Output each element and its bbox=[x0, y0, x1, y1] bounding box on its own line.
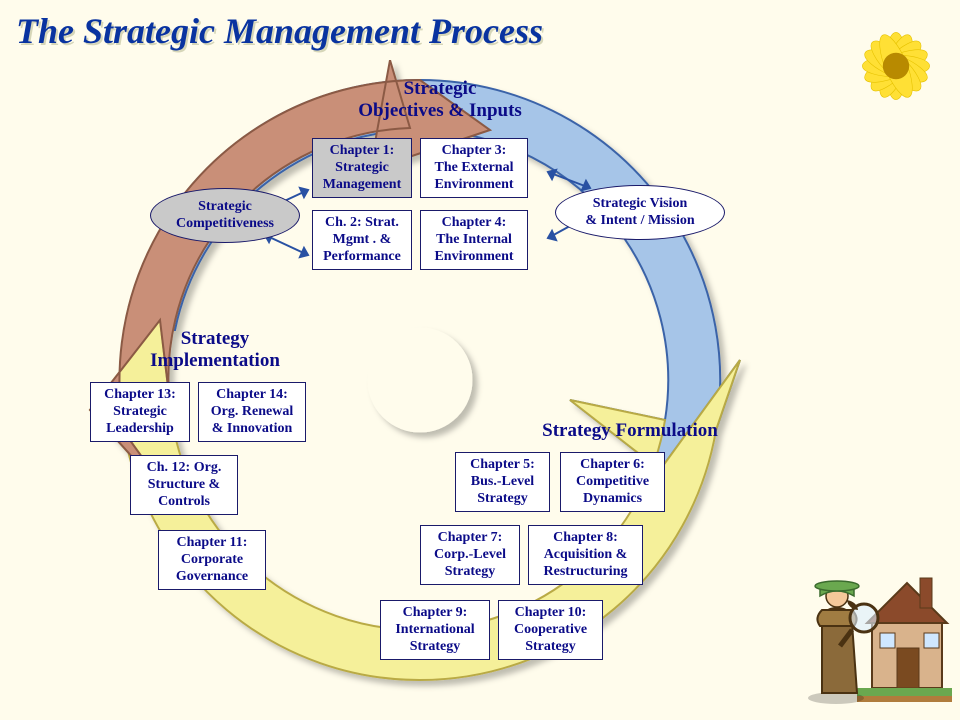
label-implementation: StrategyImplementation bbox=[130, 328, 300, 372]
box-ch10: Chapter 10:CooperativeStrategy bbox=[498, 600, 603, 660]
flower-icon bbox=[836, 6, 956, 126]
box-ch6: Chapter 6:CompetitiveDynamics bbox=[560, 452, 665, 512]
box-ch12: Ch. 12: Org.Structure &Controls bbox=[130, 455, 238, 515]
box-ch9: Chapter 9:InternationalStrategy bbox=[380, 600, 490, 660]
box-ch3: Chapter 3:The ExternalEnvironment bbox=[420, 138, 528, 198]
box-ch8: Chapter 8:Acquisition &Restructuring bbox=[528, 525, 643, 585]
ellipse-vision: Strategic Vision& Intent / Mission bbox=[555, 185, 725, 240]
box-ch14: Chapter 14:Org. Renewal& Innovation bbox=[198, 382, 306, 442]
diagram-stage: StrategicObjectives & Inputs Strategy Fo… bbox=[50, 60, 790, 710]
box-ch4: Chapter 4:The InternalEnvironment bbox=[420, 210, 528, 270]
detective-icon bbox=[802, 528, 952, 708]
label-formulation: Strategy Formulation bbox=[510, 420, 750, 442]
box-ch5: Chapter 5:Bus.-LevelStrategy bbox=[455, 452, 550, 512]
ellipse-competitiveness: StrategicCompetitiveness bbox=[150, 188, 300, 243]
label-objectives: StrategicObjectives & Inputs bbox=[340, 78, 540, 122]
page-title: The Strategic Management Process bbox=[16, 10, 543, 52]
box-ch11: Chapter 11:CorporateGovernance bbox=[158, 530, 266, 590]
box-ch7: Chapter 7:Corp.-LevelStrategy bbox=[420, 525, 520, 585]
box-ch1: Chapter 1:StrategicManagement bbox=[312, 138, 412, 198]
box-ch2: Ch. 2: Strat.Mgmt . &Performance bbox=[312, 210, 412, 270]
box-ch13: Chapter 13:StrategicLeadership bbox=[90, 382, 190, 442]
